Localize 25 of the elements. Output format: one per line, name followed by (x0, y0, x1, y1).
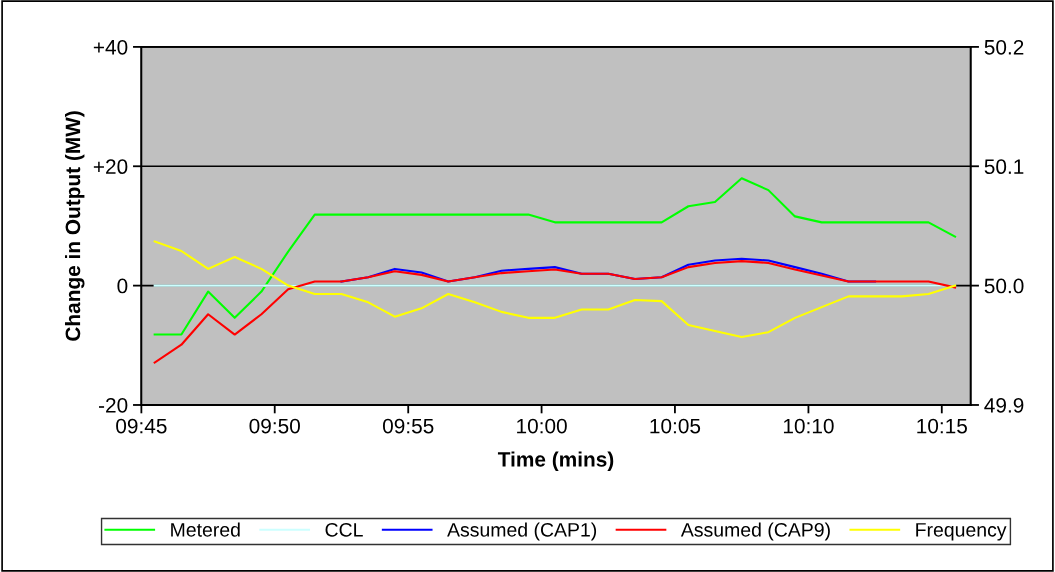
x-tick-label: 10:00 (517, 418, 567, 434)
y-tick-label: 0 (117, 278, 128, 294)
x-tick-label: 09:50 (249, 418, 300, 434)
x-tick-label: 10:05 (650, 418, 701, 434)
y2-tick-label: 50.0 (984, 278, 1024, 294)
x-tick-label: 09:45 (116, 418, 167, 434)
legend-label: Assumed (CAP9) (680, 522, 830, 541)
x-axis-title: Time (mins) (497, 451, 614, 471)
line-series (153, 260, 957, 364)
legend-label: Metered (171, 522, 240, 537)
y-tick-label: -20 (98, 397, 128, 413)
y2-tick-label: 50.2 (984, 39, 1024, 55)
line-series (153, 240, 957, 338)
x-tick-label: 10:10 (783, 418, 834, 434)
y2-tick-label: 50.1 (984, 159, 1024, 175)
x-tick-label: 09:55 (382, 418, 434, 434)
legend-label: CCL (325, 522, 363, 537)
y-axis-title: Change in Output (MW) (64, 111, 85, 341)
legend-label: Assumed (CAP1) (447, 522, 597, 541)
line-series (153, 177, 957, 336)
y-tick-label: +40 (93, 39, 128, 55)
x-tick-label: 10:15 (917, 418, 967, 434)
legend-label: Frequency (916, 523, 1007, 541)
y-tick-label: +20 (93, 159, 128, 175)
y2-tick-label: 49.9 (984, 397, 1024, 413)
